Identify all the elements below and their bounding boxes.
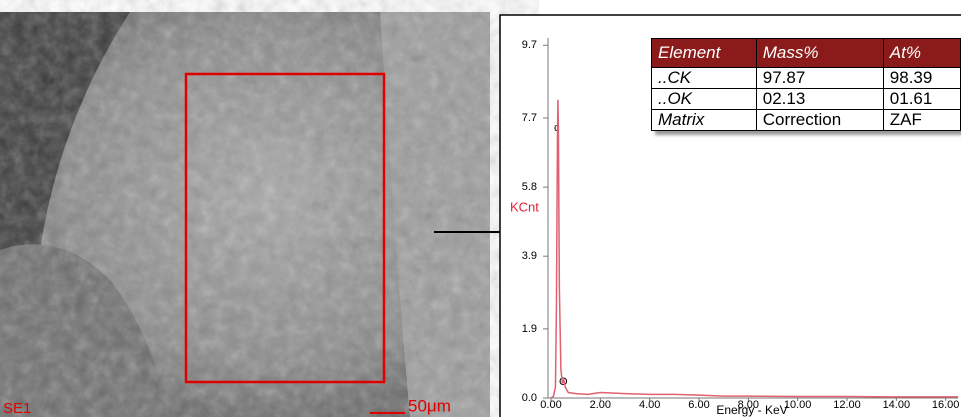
cell: 01.61 <box>883 89 960 110</box>
sem-scale: 50μm <box>408 396 451 415</box>
x-tick-label: 2.00 <box>590 399 611 411</box>
cell: ..CK <box>652 68 757 89</box>
y-tick-label: 7.7 <box>522 112 537 124</box>
y-tick-label: 0.0 <box>522 392 537 404</box>
sem-label: SE1 <box>3 400 31 417</box>
cell: 02.13 <box>756 89 883 110</box>
x-tick-label: 4.00 <box>639 399 660 411</box>
cell: 98.39 <box>883 68 960 89</box>
cell: ..OK <box>652 89 757 110</box>
y-axis-label: KCnt <box>510 199 539 214</box>
header-cell: Mass% <box>756 39 883 68</box>
cell: Matrix <box>652 110 757 131</box>
sem-image: SE1 50μm <box>0 12 490 417</box>
x-tick-label: 6.00 <box>688 399 709 411</box>
x-tick-label: 16.00 <box>932 399 960 411</box>
x-tick-label: 8.00 <box>738 399 759 411</box>
y-tick-label: 9.7 <box>522 39 537 51</box>
header-cell: Element <box>652 39 757 68</box>
cell: Correction <box>756 110 883 131</box>
page: SE1 50μm KCnt Energy - KeV c O 0.01.93.9… <box>0 0 961 417</box>
y-tick-label: 1.9 <box>522 323 537 335</box>
cell: 97.87 <box>756 68 883 89</box>
cell: ZAF <box>883 110 960 131</box>
header-cell: At% <box>883 39 960 68</box>
x-tick-label: 14.00 <box>883 399 911 411</box>
y-tick-label: 5.8 <box>522 181 537 193</box>
x-tick-label: 12.00 <box>833 399 861 411</box>
x-tick-label: 0.00 <box>540 399 561 411</box>
y-tick-label: 3.9 <box>522 250 537 262</box>
x-tick-label: 10.00 <box>784 399 812 411</box>
